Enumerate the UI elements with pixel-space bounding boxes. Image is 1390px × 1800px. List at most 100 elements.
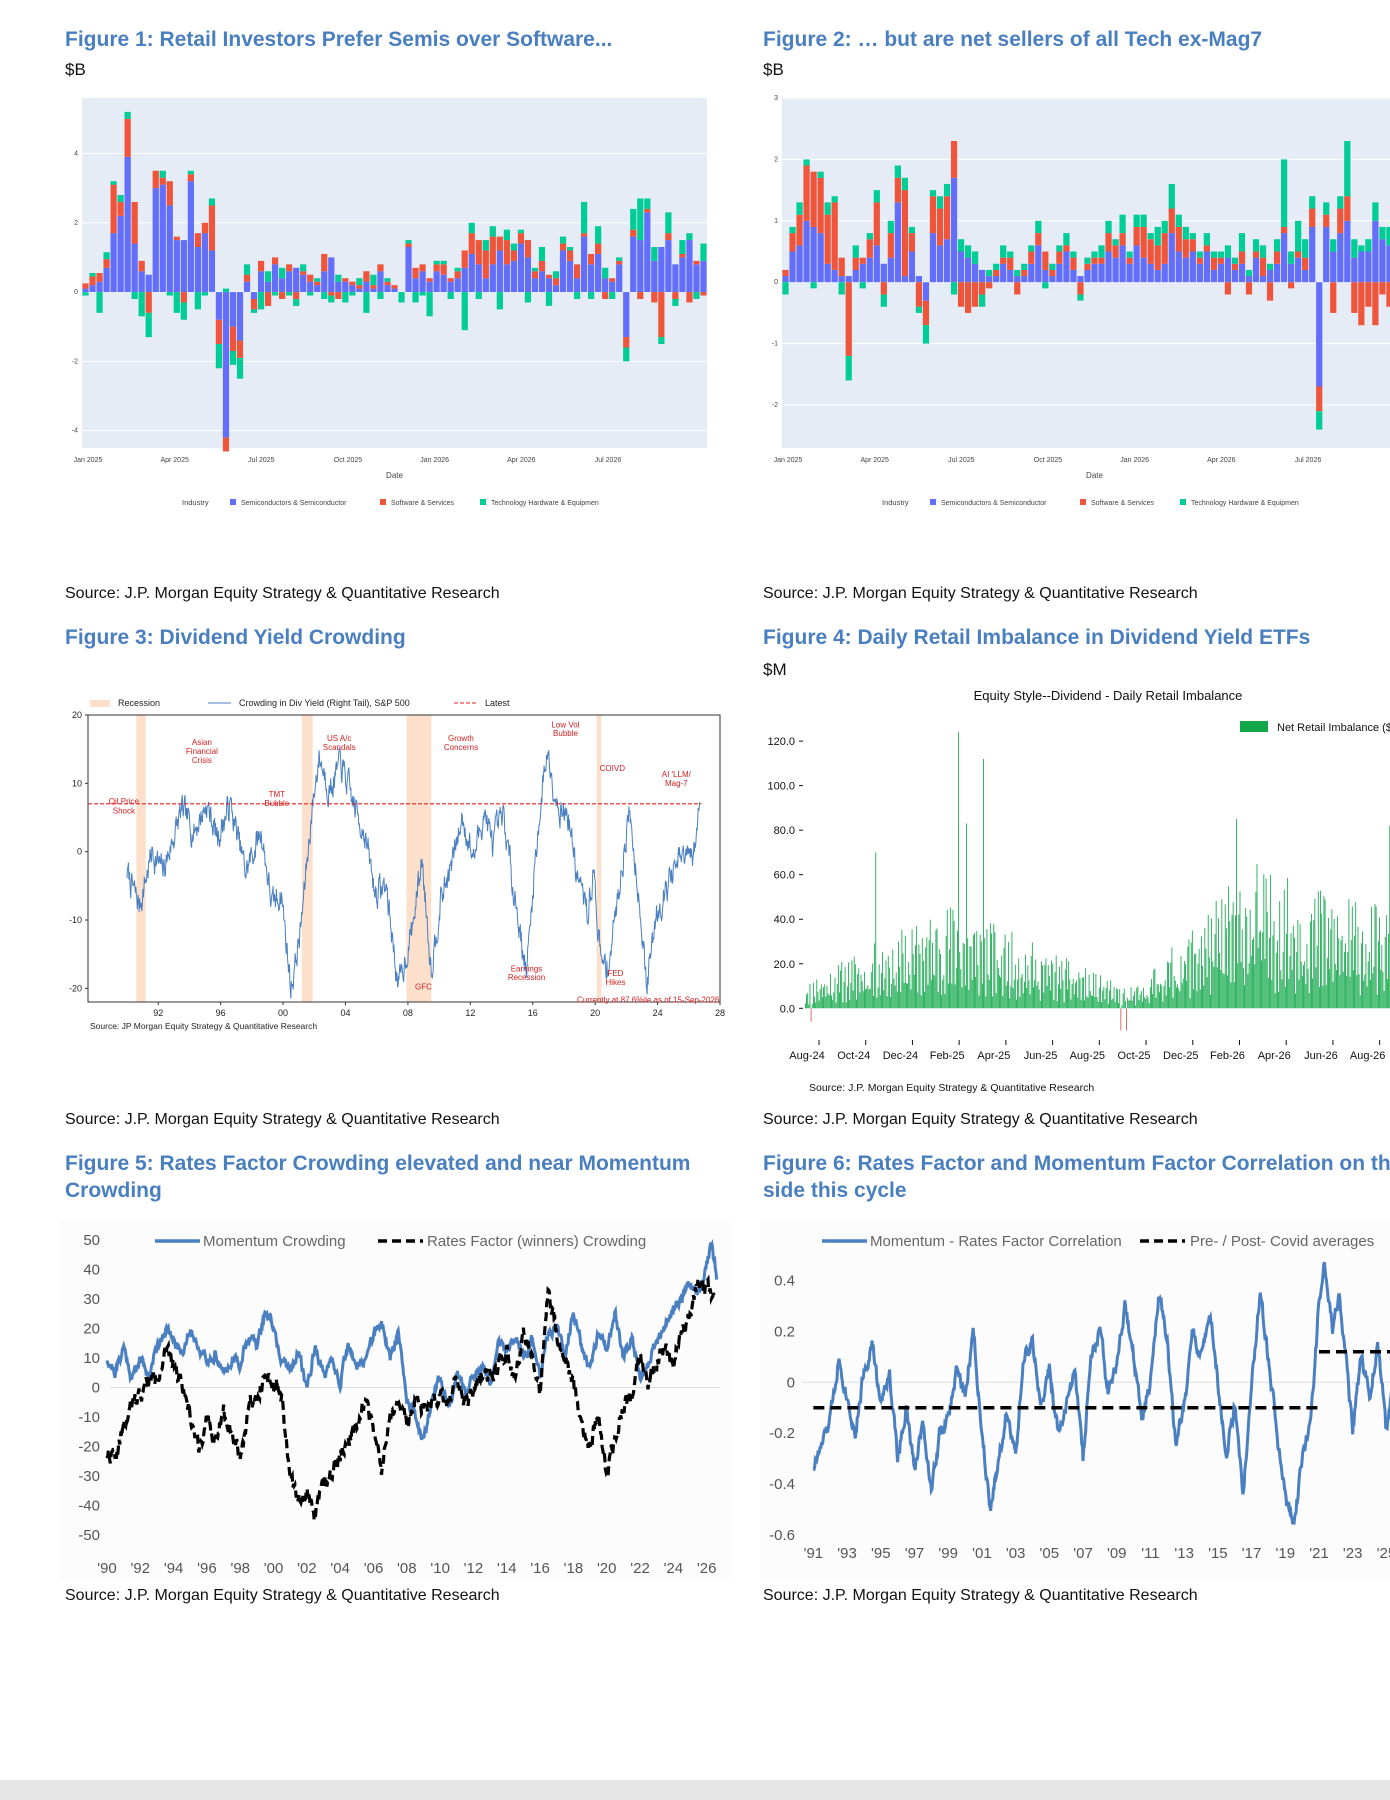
fig4-bar — [964, 985, 966, 1009]
fig1-bar-segment — [405, 247, 412, 293]
fig3-x-tick-label: 00 — [278, 1008, 288, 1018]
fig4-x-tick-label: Oct-24 — [837, 1050, 870, 1062]
fig1-bar-segment — [482, 240, 489, 251]
fig2-legend-swatch — [1180, 499, 1186, 505]
fig2-bar-segment — [880, 282, 887, 295]
fig4-bar — [1212, 961, 1214, 1009]
fig2-legend-label: Technology Hardware & Equipmen — [1191, 500, 1299, 507]
fig4-bar — [1265, 878, 1267, 1009]
fig1-bar-segment — [314, 278, 321, 282]
fig4-bar — [1021, 974, 1023, 1009]
fig3-x-tick-label: 16 — [528, 1008, 538, 1018]
fig2-bar-segment — [1386, 226, 1390, 246]
fig4-bar — [1131, 1000, 1133, 1009]
fig1-bar-segment — [363, 271, 370, 282]
fig2-y-tick-label: 2 — [774, 156, 778, 163]
fig4-bar — [1157, 984, 1159, 1009]
fig6-y-tick-label: -0.6 — [769, 1527, 795, 1544]
fig1-bar-segment — [496, 292, 503, 310]
fig4-bar — [1282, 951, 1284, 1009]
fig4-bar — [1332, 981, 1334, 1009]
fig4-bar — [1127, 997, 1129, 1009]
fig1-bar-segment — [293, 267, 300, 293]
fig4-bar — [1261, 960, 1262, 1009]
fig2-bar-segment — [986, 276, 993, 283]
fig1-bar-segment — [377, 271, 384, 293]
fig4-bar — [895, 972, 897, 1009]
fig1-bar-segment — [131, 201, 138, 244]
fig1-bar-segment — [602, 278, 609, 293]
fig5-y-tick-label: 20 — [83, 1321, 100, 1338]
fig2-bar-segment — [979, 294, 986, 307]
fig1-bar-segment — [482, 250, 489, 279]
fig6-series-line — [812, 1261, 1390, 1525]
fig4-bar — [938, 949, 940, 1009]
fig2-bar-segment — [1042, 269, 1049, 283]
fig2-bar-segment — [1154, 245, 1161, 270]
fig4-bar — [836, 983, 838, 1009]
fig4-bar — [826, 985, 828, 1009]
fig2-bar-segment — [859, 263, 866, 283]
fig1-bar-segment — [349, 285, 356, 293]
fig2-y-tick-label: 3 — [774, 95, 778, 102]
fig1-bar-segment — [110, 184, 117, 234]
fig1-bar-segment — [194, 247, 201, 293]
fig4-bar — [1228, 886, 1230, 1009]
fig2-bar-segment — [852, 257, 859, 270]
fig2-bar-segment — [845, 282, 852, 356]
fig1-bar-segment — [580, 233, 588, 237]
fig1-bar-segment — [447, 281, 454, 293]
fig4-bar — [1009, 998, 1011, 1009]
fig4-bar — [999, 975, 1000, 1009]
fig4-bar — [940, 953, 941, 1009]
fig2-bar-segment — [1196, 251, 1203, 258]
fig2-bar-segment — [1210, 257, 1217, 270]
fig4-bar — [907, 983, 908, 1009]
fig1-bar-segment — [124, 156, 131, 293]
fig4-bar — [1359, 995, 1361, 1009]
fig4-bar — [820, 984, 822, 1009]
fig2-bar-segment — [866, 239, 873, 258]
fig1-bar-segment — [651, 247, 658, 261]
fig3-annotation: Bubble — [553, 729, 578, 738]
fig4-bar — [1371, 906, 1373, 1009]
fig4-bar — [983, 758, 984, 1009]
fig4-bar — [814, 996, 815, 1009]
fig1-bar-segment — [602, 267, 609, 279]
fig6-x-tick-label: '11 — [1141, 1545, 1159, 1562]
fig2-bar-segment — [1365, 282, 1372, 307]
fig2-bar-segment — [972, 251, 979, 264]
fig4-bar — [1248, 963, 1250, 1009]
fig3-annotation: Growth — [448, 734, 474, 743]
fig4-bar — [1196, 991, 1198, 1009]
figure-1-source: Source: J.P. Morgan Equity Strategy & Qu… — [65, 585, 500, 602]
fig4-bar — [1096, 996, 1098, 1009]
fig1-bar-segment — [264, 281, 272, 293]
fig4-bar — [876, 997, 878, 1009]
fig4-bar — [1382, 971, 1384, 1009]
fig4-bar — [1051, 960, 1053, 1009]
fig1-bar-segment — [496, 250, 503, 293]
fig2-bar-segment — [1140, 214, 1147, 227]
fig5-x-tick-label: '14 — [497, 1560, 517, 1577]
fig1-bar-segment — [609, 281, 616, 293]
fig6-y-tick-label: -0.4 — [769, 1476, 795, 1493]
fig2-bar-segment — [1337, 208, 1344, 234]
fig4-bar — [1186, 980, 1188, 1009]
fig2-bar-segment — [1105, 251, 1112, 283]
fig1-bar-segment — [250, 309, 258, 313]
fig1-bar-segment — [89, 285, 96, 293]
fig1-bar-segment — [229, 350, 237, 365]
fig1-bar-segment — [531, 278, 539, 293]
fig2-bar-segment — [922, 300, 930, 326]
fig4-bar — [1095, 974, 1097, 1009]
fig1-bar-segment — [538, 247, 546, 261]
fig1-bar-segment — [272, 292, 279, 296]
fig3-annotation: US A/c — [327, 734, 351, 743]
fig1-bar-segment — [693, 264, 700, 293]
fig4-bar — [1219, 952, 1220, 1009]
fig2-bar-segment — [1077, 276, 1084, 283]
fig1-bar-segment — [363, 281, 370, 293]
fig4-bar — [1145, 998, 1147, 1009]
fig2-bar-segment — [1070, 257, 1077, 270]
